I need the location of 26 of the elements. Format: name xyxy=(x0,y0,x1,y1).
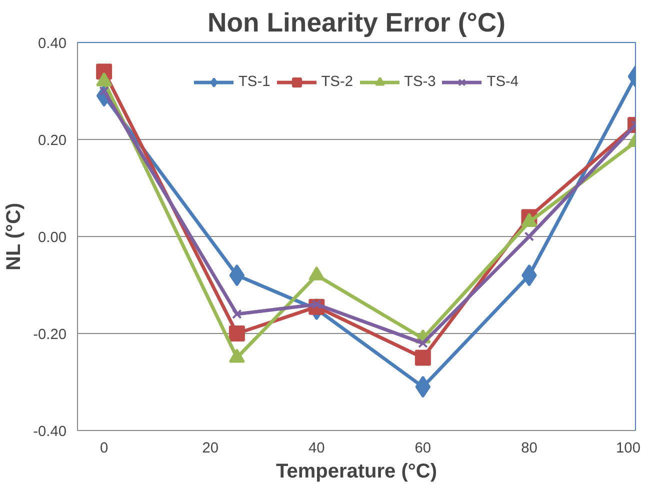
point xyxy=(414,350,431,366)
point xyxy=(229,264,245,286)
x-tick-label: 80 xyxy=(521,440,538,456)
x-axis-title: Temperature (°C) xyxy=(276,460,438,482)
y-tick-label: -0.40 xyxy=(33,424,66,440)
legend-label: TS-1 xyxy=(238,74,270,90)
y-tick-label: 0.00 xyxy=(38,230,67,246)
y-axis-title: NL (°C) xyxy=(3,202,26,270)
point xyxy=(228,326,245,342)
point xyxy=(99,86,109,96)
point xyxy=(415,376,431,398)
chart-title: Non Linearity Error (°C) xyxy=(208,8,506,38)
y-tick-label: 0.20 xyxy=(38,133,67,149)
x-tick-label: 20 xyxy=(202,440,219,456)
x-tick-label: 60 xyxy=(414,440,432,456)
legend-label: TS-2 xyxy=(321,74,353,90)
legend-label: TS-4 xyxy=(486,74,519,90)
x-tick-label: 100 xyxy=(616,440,641,456)
y-tick-label: 0.40 xyxy=(38,36,67,52)
x-tick-label: 40 xyxy=(308,440,325,456)
legend-label: TS-3 xyxy=(404,74,436,90)
point xyxy=(232,309,242,319)
x-tick-label: 0 xyxy=(100,440,108,456)
y-tick-label: -0.20 xyxy=(33,327,66,343)
point xyxy=(524,232,534,242)
point xyxy=(418,338,428,348)
